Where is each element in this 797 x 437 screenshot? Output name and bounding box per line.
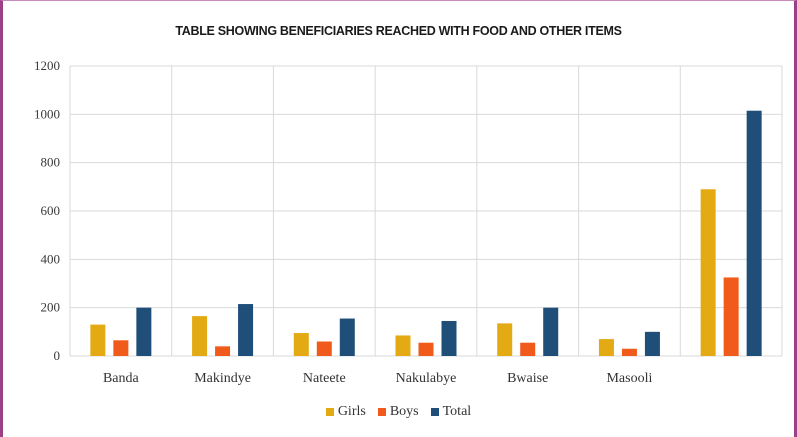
y-tick-label: 800 (41, 155, 61, 170)
legend-label: Girls (337, 404, 366, 419)
bar-boys (723, 277, 739, 356)
bar-total (136, 307, 152, 356)
y-tick-label: 400 (41, 251, 61, 266)
y-axis-ticks: 0 200 400 600 800 1000 1200 (34, 58, 60, 363)
bar-girls (598, 339, 614, 356)
y-tick-label: 600 (41, 203, 61, 218)
x-tick-label: Bwaise (507, 371, 548, 386)
legend-swatch (377, 408, 386, 416)
bar-girls (192, 316, 208, 356)
bar-girls (90, 324, 106, 356)
bar-total (339, 318, 355, 356)
x-tick-label: Makindye (194, 371, 251, 386)
x-tick-label: Nateete (303, 371, 346, 386)
bar-girls (700, 189, 716, 356)
legend-item-girls: Girls (325, 404, 366, 420)
y-tick-label: 1200 (34, 58, 60, 73)
bar-total (746, 110, 762, 356)
y-tick-label: 200 (41, 300, 61, 315)
x-tick-label: Nakulabye (396, 371, 457, 386)
bar-girls (497, 323, 513, 356)
legend-swatch (430, 408, 439, 416)
bar-total (543, 307, 559, 356)
legend-label: Total (442, 404, 472, 419)
grid-lines (69, 65, 783, 357)
bar-boys (520, 342, 536, 356)
bar-boys (316, 341, 332, 356)
legend: Girls Boys Total (0, 404, 797, 420)
bar-boys (215, 346, 231, 356)
bar-boys (113, 340, 129, 356)
y-tick-label: 1000 (34, 106, 60, 121)
x-tick-label: Banda (103, 371, 140, 386)
x-tick-label: Masooli (606, 371, 652, 386)
bar-girls (395, 335, 411, 356)
y-tick-label: 0 (54, 348, 61, 363)
bar-total (441, 320, 457, 356)
bar-girls (293, 333, 309, 356)
chart-title: TABLE SHOWING BENEFICIARIES REACHED WITH… (175, 24, 622, 38)
bar-total (644, 331, 660, 356)
legend-label: Boys (389, 404, 419, 419)
bar-total (238, 304, 254, 356)
bar-boys (621, 348, 637, 356)
legend-swatch (325, 408, 334, 416)
bars (90, 110, 762, 356)
legend-item-boys: Boys (377, 404, 419, 420)
x-axis-labels: Banda Makindye Nateete Nakulabye Bwaise Masoo… (103, 371, 653, 386)
legend-item-total: Total (430, 404, 472, 420)
bar-boys (418, 342, 434, 356)
